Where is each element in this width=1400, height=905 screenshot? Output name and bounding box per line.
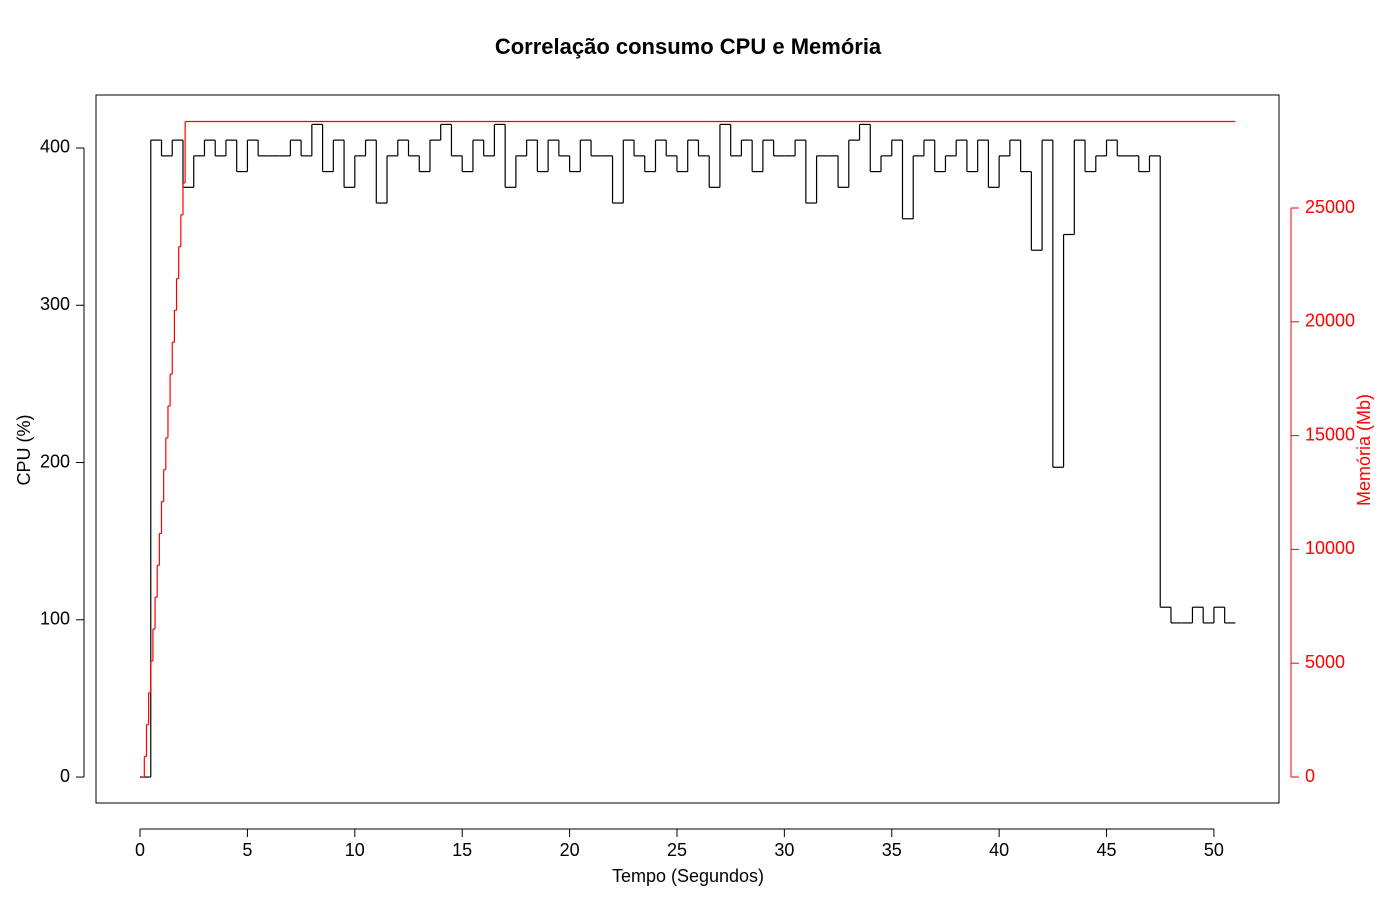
y-tick-label: 200 (40, 451, 70, 471)
x-tick-label: 0 (135, 840, 145, 860)
x-tick-label: 20 (560, 840, 580, 860)
y-tick-label: 300 (40, 294, 70, 314)
y-tick-label: 0 (60, 766, 70, 786)
y2-tick-label: 5000 (1305, 652, 1345, 672)
y2-tick-label: 0 (1305, 766, 1315, 786)
y2-tick-label: 20000 (1305, 311, 1355, 331)
y-tick-label: 400 (40, 137, 70, 157)
x-tick-label: 45 (1097, 840, 1117, 860)
x-tick-label: 25 (667, 840, 687, 860)
chart-title: Correlação consumo CPU e Memória (495, 34, 882, 59)
y-axis-label: CPU (%) (14, 415, 34, 486)
y-tick-label: 100 (40, 609, 70, 629)
y2-tick-label: 15000 (1305, 424, 1355, 444)
y2-tick-label: 25000 (1305, 197, 1355, 217)
plot-frame (95, 94, 1280, 804)
x-tick-label: 10 (345, 840, 365, 860)
x-tick-label: 5 (242, 840, 252, 860)
y2-tick-label: 10000 (1305, 538, 1355, 558)
x-tick-label: 50 (1204, 840, 1224, 860)
x-tick-label: 40 (989, 840, 1009, 860)
x-tick-label: 15 (452, 840, 472, 860)
y2-axis-label: Memória (Mb) (1354, 394, 1374, 506)
x-tick-label: 30 (774, 840, 794, 860)
x-tick-label: 35 (882, 840, 902, 860)
x-axis-label: Tempo (Segundos) (612, 866, 764, 886)
